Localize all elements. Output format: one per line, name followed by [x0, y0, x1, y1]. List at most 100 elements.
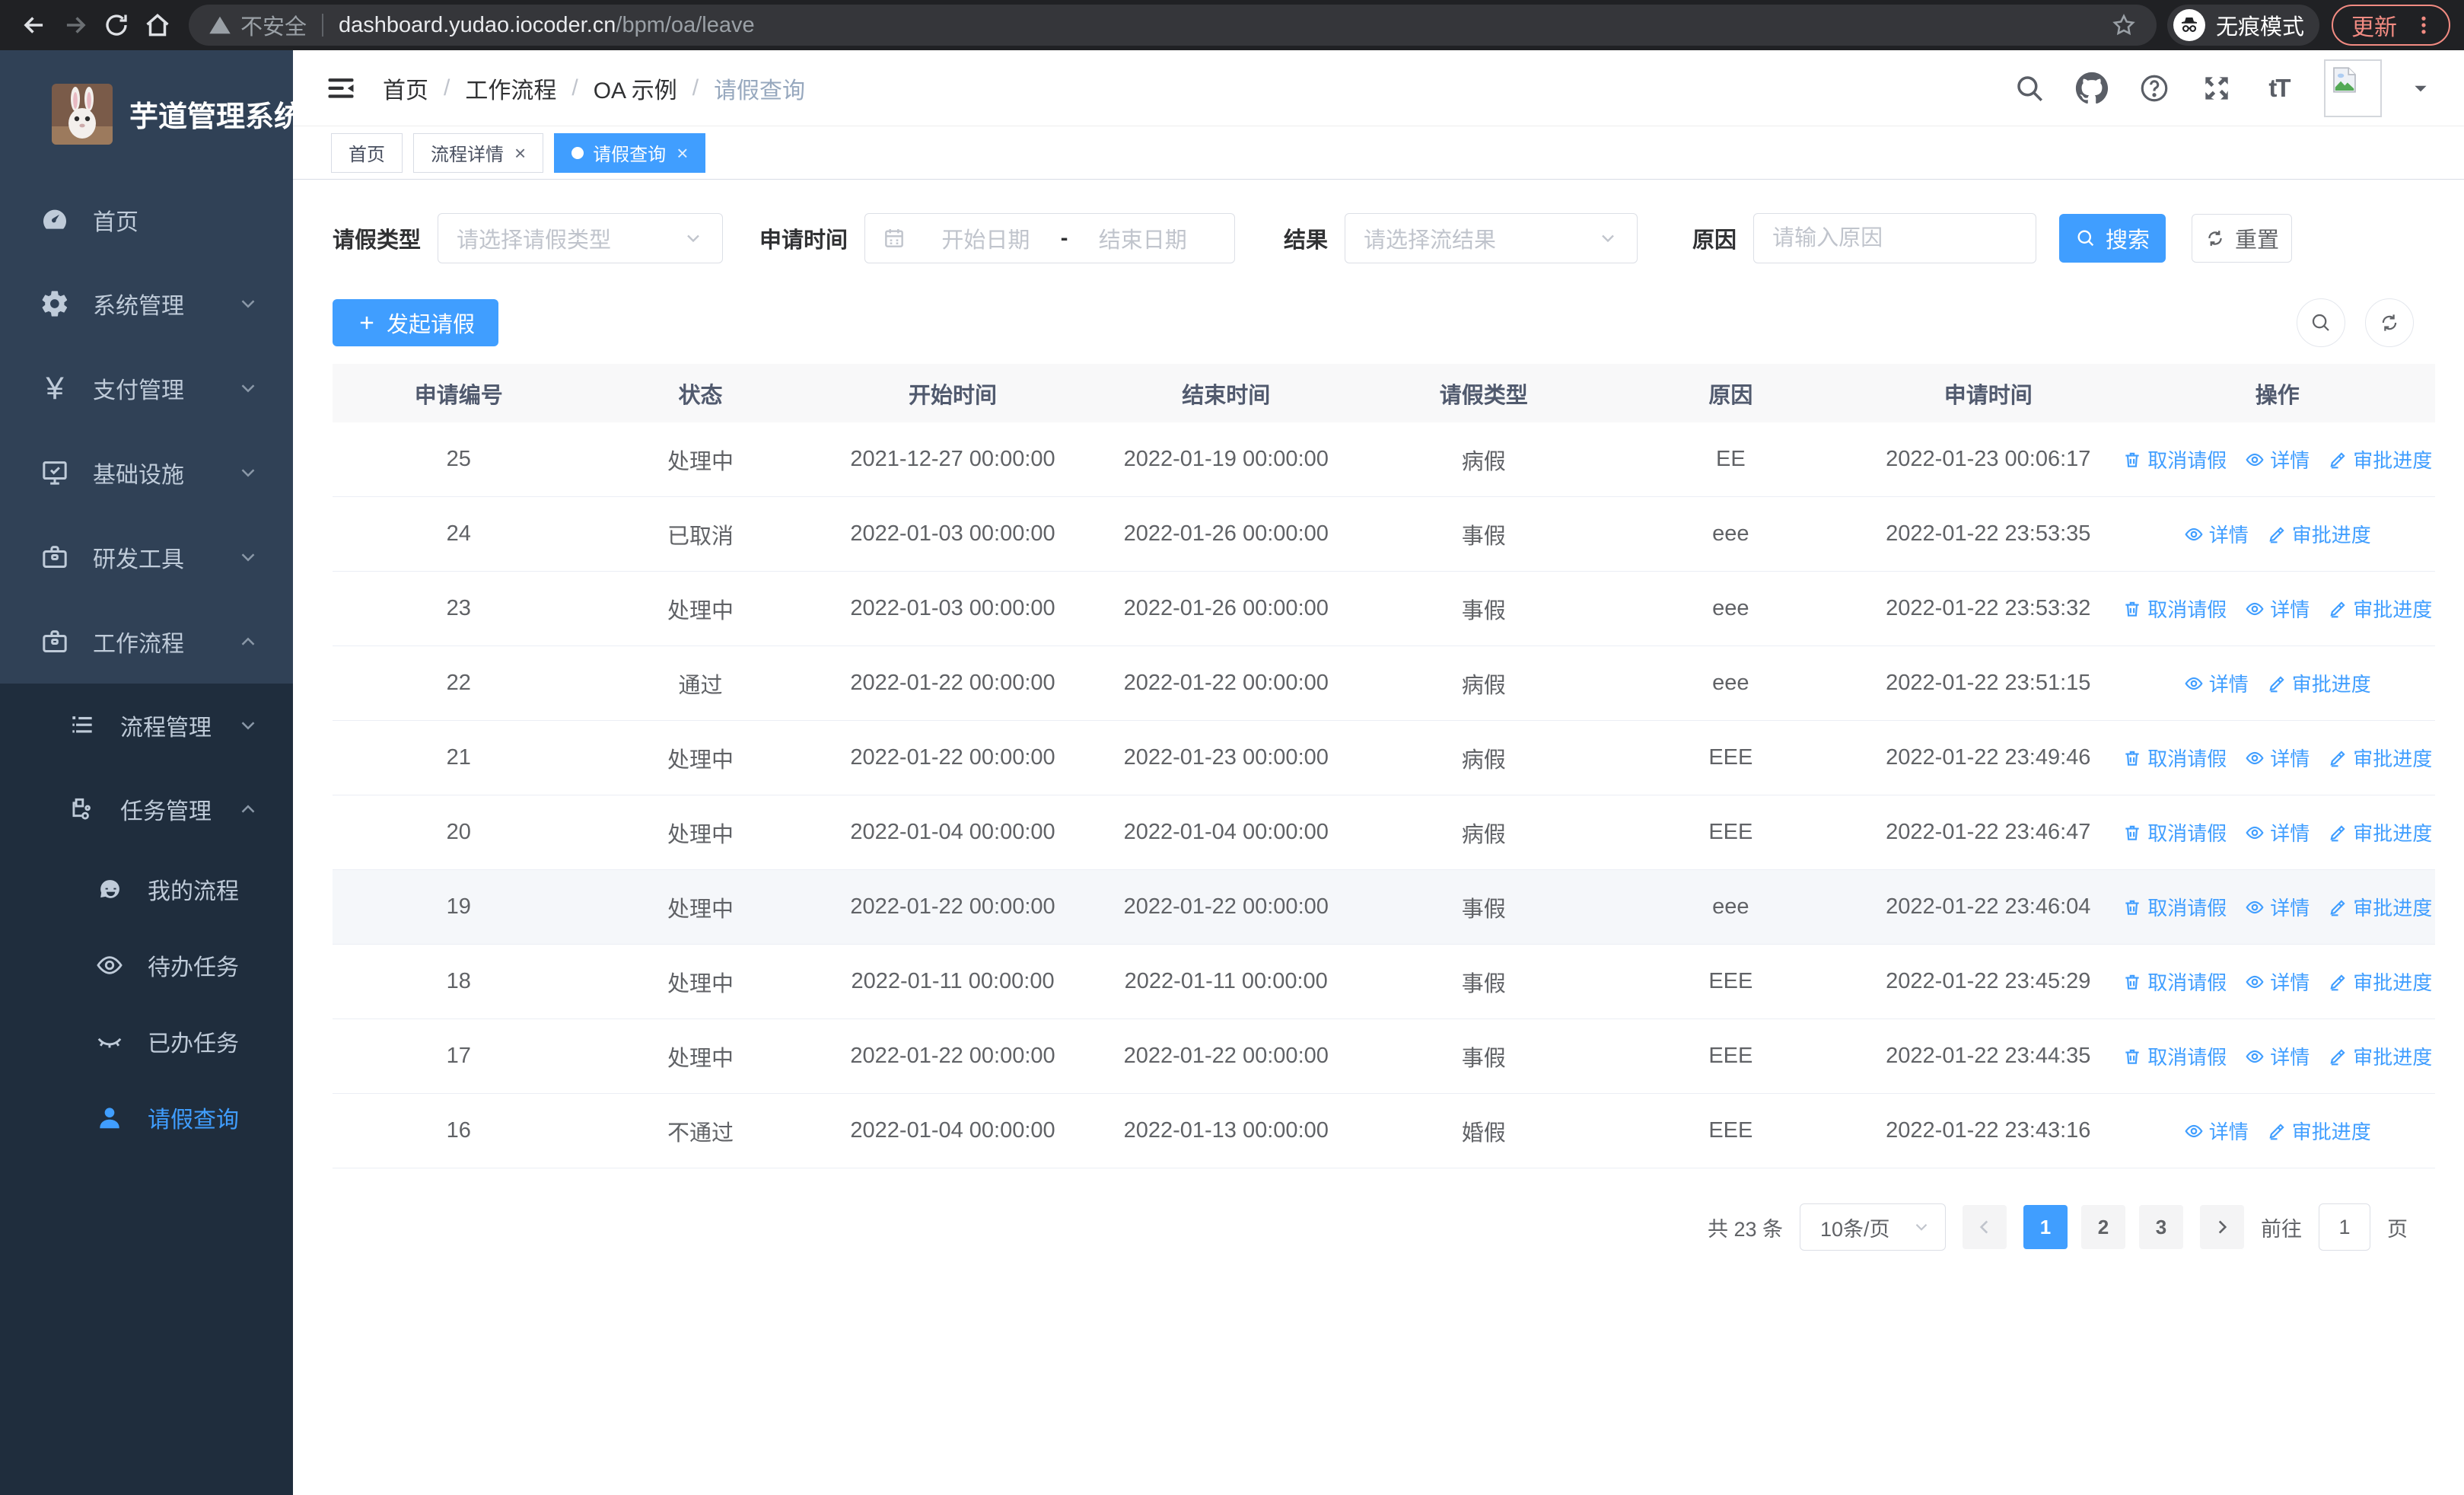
- cell-id: 25: [446, 447, 471, 471]
- sidebar-item-task-management[interactable]: 任务管理: [0, 767, 293, 851]
- sidebar-item-process-management[interactable]: 流程管理: [0, 684, 293, 767]
- action-label: 详情: [2270, 1046, 2310, 1069]
- detail-link[interactable]: 详情: [2184, 520, 2249, 548]
- browser-home-button[interactable]: [137, 5, 178, 46]
- breadcrumb-item[interactable]: 工作流程: [465, 78, 557, 104]
- end-date-placeholder[interactable]: 结束日期: [1098, 228, 1187, 253]
- leave-type-select[interactable]: 请选择请假类型: [438, 213, 724, 263]
- sidebar-item-dev-tools[interactable]: 研发工具: [0, 515, 293, 599]
- not-secure-warning[interactable]: 不安全: [209, 9, 307, 41]
- update-label[interactable]: 更新: [2351, 15, 2397, 40]
- tab-close-icon[interactable]: ×: [676, 141, 689, 164]
- detail-link[interactable]: 详情: [2245, 967, 2310, 996]
- approval-progress-link[interactable]: 审批进度: [2328, 818, 2432, 846]
- create-leave-button[interactable]: 发起请假: [333, 299, 499, 346]
- sidebar-item-infrastructure[interactable]: 基础设施: [0, 431, 293, 515]
- reset-button[interactable]: 重置: [2192, 214, 2293, 263]
- breadcrumb-separator: /: [571, 75, 578, 100]
- font-size-icon[interactable]: tT: [2268, 73, 2291, 102]
- approval-progress-link[interactable]: 审批进度: [2267, 669, 2371, 697]
- approval-progress-link[interactable]: 审批进度: [2328, 594, 2432, 623]
- fullscreen-icon[interactable]: [2199, 71, 2234, 106]
- cell-reason: EEE: [1708, 745, 1753, 770]
- search-icon[interactable]: [2012, 71, 2047, 106]
- tab-item[interactable]: 流程详情 ×: [413, 132, 544, 173]
- cancel-leave-link[interactable]: 取消请假: [2122, 818, 2227, 846]
- approval-progress-link[interactable]: 审批进度: [2328, 744, 2432, 772]
- approval-progress-link[interactable]: 审批进度: [2328, 893, 2432, 921]
- page-button-2[interactable]: 2: [2081, 1205, 2125, 1249]
- sidebar-fold-icon[interactable]: [320, 68, 361, 109]
- approval-progress-link[interactable]: 审批进度: [2328, 967, 2432, 996]
- detail-link[interactable]: 详情: [2245, 445, 2310, 473]
- result-select[interactable]: 请选择流结果: [1345, 213, 1638, 263]
- cancel-leave-link[interactable]: 取消请假: [2122, 445, 2227, 473]
- detail-link[interactable]: 详情: [2245, 1042, 2310, 1070]
- avatar-caret-icon[interactable]: [2411, 78, 2431, 98]
- detail-link[interactable]: 详情: [2245, 893, 2310, 921]
- prev-page-button[interactable]: [1963, 1205, 2007, 1249]
- sidebar-item-system[interactable]: 系统管理: [0, 262, 293, 346]
- sidebar-item-payment[interactable]: ¥ 支付管理: [0, 346, 293, 431]
- cell-id: 19: [446, 894, 471, 919]
- cell-status: 处理中: [667, 748, 734, 773]
- search-button[interactable]: 搜索: [2059, 214, 2166, 263]
- cancel-leave-link[interactable]: 取消请假: [2122, 1042, 2227, 1070]
- cancel-leave-link[interactable]: 取消请假: [2122, 967, 2227, 996]
- detail-link[interactable]: 详情: [2184, 1117, 2249, 1145]
- sidebar-item-leave-query[interactable]: 请假查询: [0, 1079, 293, 1156]
- eye-icon: [2245, 748, 2265, 768]
- detail-link[interactable]: 详情: [2184, 669, 2249, 697]
- apply-time-range-picker[interactable]: 开始日期 - 结束日期: [864, 213, 1236, 263]
- sidebar-item-done-tasks[interactable]: 已办任务: [0, 1003, 293, 1079]
- bookmark-star-icon[interactable]: [2111, 12, 2137, 38]
- next-page-button[interactable]: [2200, 1205, 2244, 1249]
- approval-progress-link[interactable]: 审批进度: [2328, 1042, 2432, 1070]
- page-button-3[interactable]: 3: [2139, 1205, 2183, 1249]
- detail-link[interactable]: 详情: [2245, 594, 2310, 623]
- cancel-leave-link[interactable]: 取消请假: [2122, 594, 2227, 623]
- browser-reload-button[interactable]: [96, 5, 137, 46]
- sidebar-item-home[interactable]: 首页: [0, 177, 293, 262]
- browser-update-button[interactable]: 更新: [2332, 5, 2450, 46]
- breadcrumb-separator: /: [692, 75, 699, 100]
- tab-item[interactable]: 请假查询 ×: [554, 132, 706, 173]
- sidebar-item-todo-tasks[interactable]: 待办任务: [0, 927, 293, 1003]
- refresh-table-button[interactable]: [2365, 298, 2414, 347]
- approval-progress-link[interactable]: 审批进度: [2328, 445, 2432, 473]
- help-icon[interactable]: [2137, 71, 2172, 106]
- action-label: 审批进度: [2353, 971, 2433, 994]
- breadcrumb-item[interactable]: 首页: [383, 78, 428, 104]
- avatar[interactable]: [2324, 59, 2382, 117]
- browser-forward-button[interactable]: [55, 5, 96, 46]
- cancel-leave-link[interactable]: 取消请假: [2122, 744, 2227, 772]
- tab-close-icon[interactable]: ×: [514, 141, 527, 164]
- sidebar-item-my-process[interactable]: 我的流程: [0, 851, 293, 927]
- process-list-icon: [65, 709, 99, 742]
- goto-page-input[interactable]: [2319, 1203, 2370, 1251]
- address-bar[interactable]: 不安全 dashboard.yudao.iocoder.cn/bpm/oa/le…: [189, 5, 2157, 46]
- sidebar-item-workflow[interactable]: 工作流程: [0, 599, 293, 684]
- cell-apply-time: 2022-01-22 23:51:15: [1886, 671, 2091, 695]
- sidebar-item-label: 流程管理: [120, 715, 212, 741]
- detail-link[interactable]: 详情: [2245, 744, 2310, 772]
- approval-progress-link[interactable]: 审批进度: [2267, 520, 2371, 548]
- approval-progress-link[interactable]: 审批进度: [2267, 1117, 2371, 1145]
- reason-input[interactable]: [1753, 213, 2037, 263]
- github-icon[interactable]: [2074, 71, 2109, 106]
- page-size-select[interactable]: 10条/页: [1800, 1203, 1946, 1251]
- cell-leave-type: 病假: [1461, 449, 1506, 474]
- browser-back-button[interactable]: [14, 5, 55, 46]
- page-button-1[interactable]: 1: [2023, 1205, 2068, 1249]
- cell-leave-type: 事假: [1461, 897, 1506, 922]
- detail-link[interactable]: 详情: [2245, 818, 2310, 846]
- toggle-search-button[interactable]: [2297, 298, 2345, 347]
- cell-start-time: 2022-01-22 00:00:00: [850, 671, 1055, 695]
- browser-menu-dots-icon[interactable]: [2412, 14, 2435, 37]
- breadcrumb-item[interactable]: OA 示例: [593, 78, 677, 104]
- start-date-placeholder[interactable]: 开始日期: [941, 228, 1030, 253]
- plus-icon: [360, 316, 374, 330]
- action-label: 审批进度: [2353, 822, 2433, 845]
- tab-item[interactable]: 首页: [331, 132, 403, 173]
- cancel-leave-link[interactable]: 取消请假: [2122, 893, 2227, 921]
